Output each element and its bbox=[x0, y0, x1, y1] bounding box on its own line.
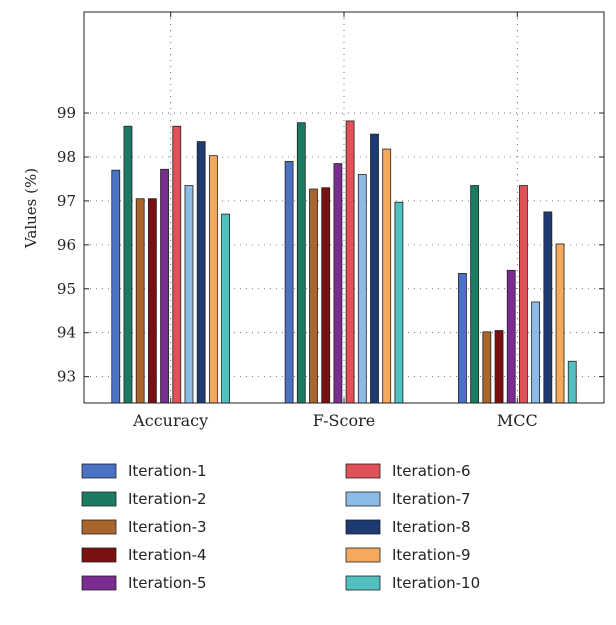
bar-iteration-6-f-score bbox=[345, 120, 355, 404]
legend-swatch bbox=[345, 575, 381, 591]
legend: Iteration-1 Iteration-2 Iteration-3 Iterati… bbox=[81, 462, 480, 592]
x-axis-labels: Accuracy F-Score MCC bbox=[132, 12, 538, 430]
y-tick-label: 97 bbox=[57, 192, 76, 210]
x-category-label: MCC bbox=[497, 411, 538, 430]
legend-swatch bbox=[345, 547, 381, 563]
bar-iteration-4-mcc bbox=[494, 330, 504, 404]
legend-label: Iteration-3 bbox=[128, 518, 207, 536]
bar-iteration-8-f-score bbox=[370, 133, 379, 404]
bar-iteration-2-f-score bbox=[296, 122, 306, 404]
bar-iteration-7-accuracy bbox=[184, 185, 194, 404]
legend-label: Iteration-4 bbox=[128, 546, 207, 564]
legend-swatch bbox=[345, 519, 381, 535]
bar-iteration-9-accuracy bbox=[208, 155, 218, 404]
y-tick-label: 93 bbox=[57, 368, 76, 386]
legend-label: Iteration-9 bbox=[392, 546, 471, 564]
bar-iteration-2-accuracy bbox=[123, 125, 133, 404]
bar-iteration-1-mcc bbox=[458, 272, 467, 404]
legend-label: Iteration-7 bbox=[392, 490, 471, 508]
y-tick-label: 98 bbox=[57, 148, 76, 166]
bar-iteration-1-f-score bbox=[284, 160, 294, 404]
bar-iteration-5-f-score bbox=[333, 163, 343, 404]
bar-iteration-6-mcc bbox=[519, 185, 528, 404]
bar-iteration-7-mcc bbox=[531, 301, 541, 404]
bar-iteration-4-f-score bbox=[321, 187, 331, 404]
legend-swatch bbox=[81, 463, 117, 479]
legend-label: Iteration-5 bbox=[128, 574, 207, 592]
x-category-label: F-Score bbox=[313, 411, 375, 430]
y-axis-title: Values (%) bbox=[22, 168, 40, 249]
bar-iteration-3-f-score bbox=[309, 188, 318, 404]
legend-swatch bbox=[81, 519, 117, 535]
bar-iteration-10-f-score bbox=[394, 201, 404, 404]
bar-iteration-6-accuracy bbox=[172, 125, 182, 404]
bar-iteration-3-accuracy bbox=[135, 198, 145, 404]
bar-iteration-10-mcc bbox=[567, 360, 577, 404]
bar-iteration-2-mcc bbox=[470, 185, 480, 404]
bar-iteration-1-accuracy bbox=[111, 169, 121, 404]
y-axis-ticks: 93 94 95 96 97 98 99 bbox=[57, 104, 604, 386]
legend-label: Iteration-1 bbox=[128, 462, 207, 480]
y-tick-label: 99 bbox=[57, 104, 76, 122]
legend-swatch bbox=[81, 491, 117, 507]
legend-swatch bbox=[81, 575, 117, 591]
bar-iteration-9-f-score bbox=[382, 148, 392, 404]
bar-iteration-10-accuracy bbox=[221, 213, 230, 404]
legend-label: Iteration-10 bbox=[392, 574, 480, 592]
bar-iteration-3-mcc bbox=[482, 331, 492, 404]
bars-group bbox=[111, 120, 577, 404]
legend-swatch bbox=[345, 491, 381, 507]
bar-iteration-5-mcc bbox=[506, 269, 516, 404]
bar-iteration-8-accuracy bbox=[196, 141, 206, 404]
y-tick-label: 96 bbox=[57, 236, 76, 254]
y-tick-label: 95 bbox=[57, 280, 76, 298]
legend-swatch bbox=[345, 463, 381, 479]
bar-iteration-5-accuracy bbox=[160, 168, 169, 404]
legend-label: Iteration-8 bbox=[392, 518, 471, 536]
bar-iteration-4-accuracy bbox=[147, 198, 157, 404]
bar-iteration-7-f-score bbox=[357, 174, 367, 404]
bar-iteration-8-mcc bbox=[543, 211, 553, 404]
legend-label: Iteration-6 bbox=[392, 462, 471, 480]
bar-iteration-9-mcc bbox=[555, 243, 565, 404]
legend-label: Iteration-2 bbox=[128, 490, 207, 508]
legend-swatch bbox=[81, 547, 117, 563]
y-tick-label: 94 bbox=[57, 324, 76, 342]
x-category-label: Accuracy bbox=[132, 411, 208, 430]
